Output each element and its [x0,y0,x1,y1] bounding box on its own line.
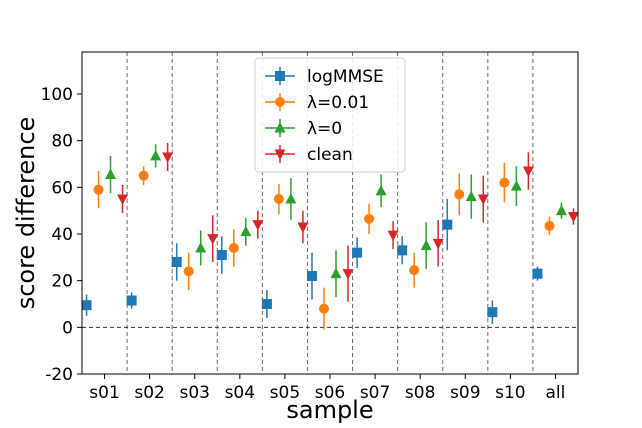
data-point [138,170,149,181]
data-point [273,194,284,204]
data-point [162,152,174,163]
y-axis: -20 0 20 40 60 80 100 [41,85,82,385]
data-point [477,194,489,205]
data-point [252,220,264,231]
category-separators [126,52,534,374]
data-point [228,243,239,253]
data-point [319,303,329,314]
legend: logMMSE λ=0.01 λ=0 clean [254,57,406,173]
data-point [307,271,317,281]
data-point [499,177,510,188]
legend-marker [274,122,286,133]
series-logmmse [81,199,543,324]
series-clean [117,143,579,302]
data-point [150,149,162,161]
y-tick-label: 40 [51,225,73,245]
legend-marker [275,71,285,81]
data-point [432,238,444,250]
x-axis-label: sample [286,396,373,424]
data-point [207,234,219,245]
legend-label: logMMSE [307,67,384,87]
series-0-01 [93,162,555,330]
data-point [183,266,194,277]
data-point [105,168,117,179]
x-tick-label: s09 [450,383,481,403]
legend-label: λ=0.01 [307,93,369,113]
data-point [532,268,543,279]
y-tick-label: 60 [51,178,73,198]
data-point [364,213,375,224]
legend-marker [275,97,285,107]
data-point [544,220,555,231]
data-point [126,295,137,306]
data-point [195,242,207,253]
data-point [352,247,363,258]
data-point [555,204,567,216]
y-axis-label: score difference [12,117,40,310]
legend-frame [254,57,406,173]
data-point [261,299,272,309]
x-tick-label: s03 [179,383,210,403]
x-tick-label: s01 [89,383,120,403]
data-point [522,166,534,177]
y-tick-label: 20 [51,272,73,292]
data-point [171,257,182,267]
data-point [442,219,453,230]
y-tick-label: 80 [51,132,73,152]
data-point [387,230,399,242]
data-point [375,184,387,196]
y-tick-label: -20 [45,365,73,385]
data-point [420,239,432,251]
x-tick-label: s02 [134,383,165,403]
data-point [330,267,342,279]
x-axis: s01 s02 s03 s04 s05 s06 s07 s08 s09 s10 all [89,374,565,403]
x-tick-label: all [546,383,566,403]
data-point [454,189,465,200]
data-point [510,180,522,191]
data-point [216,250,227,260]
x-tick-label: s05 [270,383,301,403]
legend-marker [274,149,286,160]
x-tick-label: s07 [360,383,391,403]
data-point [117,194,129,205]
series-0 [105,144,567,297]
x-tick-label: s08 [405,383,436,403]
legend-label: λ=0 [307,119,342,139]
x-tick-label: s10 [495,383,526,403]
data-marks [81,143,579,330]
data-point [465,190,477,202]
data-point [240,225,252,237]
data-point [567,212,579,223]
data-point [397,245,408,256]
legend-label: clean [307,145,353,165]
x-tick-label: s04 [225,383,256,403]
data-point [297,222,309,233]
data-point [81,300,92,311]
data-point [342,269,354,280]
data-point [93,184,104,195]
data-point [285,193,297,204]
x-tick-label: s06 [315,383,346,403]
data-point [487,307,498,318]
y-tick-label: 100 [41,85,73,105]
data-point [409,265,420,276]
y-tick-label: 0 [62,318,73,338]
